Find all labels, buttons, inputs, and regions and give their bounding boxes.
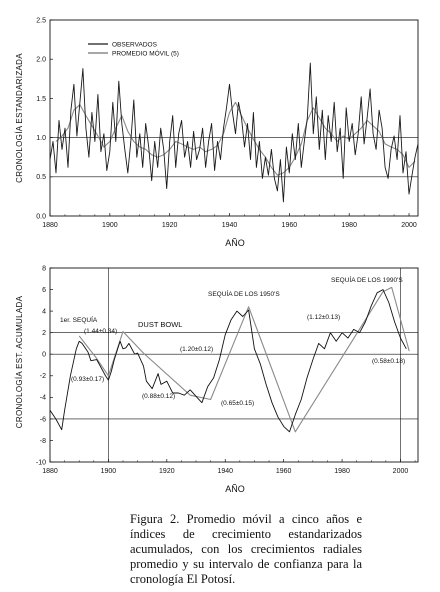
y-tick-label: -6 — [40, 416, 46, 423]
y-tick-label: -10 — [36, 459, 46, 466]
series-line-1 — [55, 101, 416, 176]
annotation-value-1: (1.44±0.34) — [84, 328, 117, 335]
x-tick-label: 1880 — [42, 468, 58, 475]
x-tick-label: 1920 — [159, 468, 175, 475]
series-line-0 — [49, 62, 419, 203]
top-y-ticks: 0.0 0.5 1.0 1.5 2.0 2.5 — [36, 17, 53, 220]
top-legend: OBSERVADOS PROMEDIO MÓVIL (5) — [88, 42, 179, 58]
y-tick-label: 2.0 — [36, 57, 46, 64]
figure-caption: Figura 2. Promedio móvil a cinco años e … — [130, 512, 362, 586]
annotation-value-7: (0.58±0.18) — [372, 358, 405, 365]
top-chart: 0.00.51.01.52.02.5 1880 1900 1920 1940 1960 1… — [15, 17, 419, 248]
top-series — [49, 62, 419, 203]
y-tick-label: -8 — [40, 438, 46, 445]
series-line-0 — [49, 289, 407, 433]
y-tick-label: 0.0 — [36, 213, 46, 220]
bottom-chart: 8 6 4 2 0 -2 -4 -6 -8 -10 1880 1900 1920 1940 1960 198… — [15, 265, 419, 494]
y-tick-label: 0 — [42, 352, 46, 359]
bottom-y-ticks: 8 6 4 2 0 -2 -4 -6 -8 -10 — [36, 265, 53, 466]
y-tick-label: 4 — [42, 309, 46, 316]
y-tick-label: 1.0 — [36, 135, 46, 142]
x-tick-label: 1900 — [102, 222, 118, 229]
x-tick-label: 1960 — [276, 468, 292, 475]
annotation-value-6: (1.12±0.13) — [307, 314, 340, 321]
bottom-x-axis-label: AÑO — [225, 484, 245, 494]
bottom-annotations: 1er. SEQUÍA (1.44±0.34) (0.93±0.17) DUST… — [60, 275, 405, 407]
top-y-axis-label: CRONOLOGÍA ESTANDARIZADA — [15, 53, 24, 183]
annotation-value-2: (0.93±0.17) — [71, 376, 104, 383]
y-tick-label: -2 — [40, 373, 46, 380]
annotation-value-3: (0.88±0.12) — [142, 393, 175, 400]
annotation-dust-bowl: DUST BOWL — [138, 320, 182, 329]
bottom-grid — [50, 268, 418, 462]
annotation-sequia-1950s: SEQUÍA DE LOS 1950'S — [208, 289, 280, 298]
bottom-y-axis-label: CRONOLOGÍA EST. ACUMULADA — [15, 295, 24, 428]
top-x-ticks: 1880 1900 1920 1940 1960 1980 2000 — [42, 213, 417, 229]
y-tick-label: 2.5 — [36, 17, 46, 24]
x-tick-label: 1920 — [162, 222, 178, 229]
y-tick-label: 0.5 — [36, 174, 46, 181]
annotation-value-5: (0.65±0.15) — [221, 400, 254, 407]
top-grid — [50, 137, 418, 178]
annotation-value-4: (1.20±0.12) — [180, 346, 213, 353]
legend-label-promedio: PROMEDIO MÓVIL (5) — [112, 49, 179, 58]
y-tick-label: -4 — [40, 395, 46, 402]
top-plot-frame — [49, 19, 419, 217]
y-tick-label: 2 — [42, 330, 46, 337]
y-tick-label: 1.5 — [36, 96, 46, 103]
x-tick-label: 2000 — [393, 468, 409, 475]
annotation-primera-sequia: 1er. SEQUÍA — [60, 315, 98, 324]
bottom-x-ticks: 1880 1900 1920 1940 1960 1980 2000 — [42, 459, 416, 475]
bottom-series — [49, 286, 410, 433]
bottom-plot-frame — [49, 267, 419, 463]
x-tick-label: 1960 — [282, 222, 298, 229]
annotation-sequia-1990s: SEQUÍA DE LOS 1990'S — [331, 275, 403, 284]
x-tick-label: 2000 — [401, 222, 417, 229]
series-line-1 — [78, 286, 410, 433]
top-x-axis-label: AÑO — [225, 238, 245, 248]
x-tick-label: 1880 — [42, 222, 58, 229]
x-tick-label: 1980 — [341, 222, 357, 229]
x-tick-label: 1940 — [222, 222, 238, 229]
x-tick-label: 1980 — [334, 468, 350, 475]
x-tick-label: 1900 — [101, 468, 117, 475]
x-tick-label: 1940 — [217, 468, 233, 475]
y-tick-label: 8 — [42, 265, 46, 272]
legend-label-observados: OBSERVADOS — [112, 42, 158, 49]
y-tick-label: 6 — [42, 287, 46, 294]
